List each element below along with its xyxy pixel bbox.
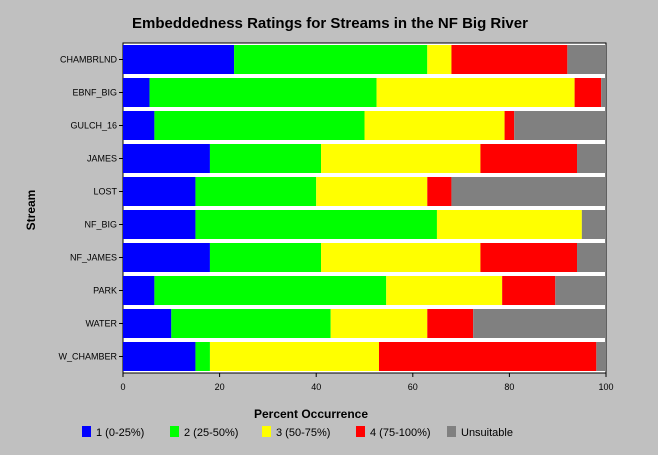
bar-segment-gulch-16-series-5	[514, 111, 606, 140]
chart-title: Embeddedness Ratings for Streams in the …	[132, 15, 528, 32]
legend: 1 (0-25%) 2 (25-50%) 3 (50-75%) 4 (75-100%)…	[82, 426, 513, 439]
x-tick-label: 0	[120, 382, 125, 392]
bar-segment-gulch-16-series-4	[504, 111, 515, 140]
legend-swatch	[356, 426, 365, 437]
x-tick-label: 60	[408, 382, 418, 392]
bar-segment-nf-big-series-2	[195, 210, 437, 239]
bar-segment-lost-series-4	[427, 177, 452, 206]
bar-segment-gulch-16-series-2	[154, 111, 365, 140]
bar-segment-lost-series-5	[451, 177, 606, 206]
bar-segment-water-series-3	[330, 309, 428, 338]
bar-segment-park-series-5	[555, 276, 606, 305]
bar-segment-ebnf-big-series-2	[149, 78, 377, 107]
bar-segment-nf-james-series-1	[123, 243, 210, 272]
category-label: PARK	[93, 286, 117, 296]
bar-segment-nf-james-series-2	[209, 243, 322, 272]
category-label: GULCH_16	[70, 121, 117, 131]
legend-label: 1 (0-25%)	[96, 427, 144, 439]
bar-segment-park-series-2	[154, 276, 387, 305]
bar-segment-james-series-5	[577, 144, 606, 173]
category-label: NF_BIG	[84, 220, 117, 230]
bar-segment-gulch-16-series-1	[123, 111, 155, 140]
x-axis-label: Percent Occurrence	[254, 407, 368, 421]
bar-segment-nf-james-series-5	[577, 243, 606, 272]
legend-swatch	[82, 426, 91, 437]
legend-label: 3 (50-75%)	[276, 427, 330, 439]
bar-segment-lost-series-1	[123, 177, 196, 206]
bar-segment-ebnf-big-series-4	[574, 78, 602, 107]
x-tick-label: 40	[311, 382, 321, 392]
legend-label: 4 (75-100%)	[370, 427, 431, 439]
x-tick-label: 80	[504, 382, 514, 392]
bar-segment-chambrlnd-series-2	[234, 45, 428, 74]
bar-segment-park-series-1	[123, 276, 155, 305]
bar-segment-chambrlnd-series-4	[451, 45, 568, 74]
bar-segment-chambrlnd-series-5	[567, 45, 606, 74]
bar-segment-james-series-1	[123, 144, 210, 173]
bar-segment-ebnf-big-series-1	[123, 78, 150, 107]
category-label: LOST	[93, 187, 117, 197]
category-axis: CHAMBRLND EBNF_BIG GULCH_16 JAMES LOST NF_BIG…	[58, 55, 123, 362]
bar-segment-water-series-4	[427, 309, 474, 338]
bar-segment-ebnf-big-series-3	[376, 78, 575, 107]
bar-segment-james-series-2	[209, 144, 322, 173]
bar-segment-ebnf-big-series-5	[601, 78, 606, 107]
bar-segment-water-series-1	[123, 309, 172, 338]
category-label: EBNF_BIG	[72, 88, 117, 98]
bar-segment-nf-big-series-5	[581, 210, 606, 239]
bar-segment-w-chamber-series-3	[209, 342, 379, 371]
legend-label: Unsuitable	[461, 427, 513, 439]
legend-swatch	[262, 426, 271, 437]
legend-swatch	[447, 426, 456, 437]
category-label: W_CHAMBER	[58, 352, 117, 362]
bar-segment-chambrlnd-series-1	[123, 45, 235, 74]
category-label: NF_JAMES	[70, 253, 117, 263]
bar-segment-lost-series-3	[316, 177, 428, 206]
bar-segment-water-series-5	[473, 309, 606, 338]
bar-segment-lost-series-2	[195, 177, 317, 206]
x-tick-label: 20	[215, 382, 225, 392]
bar-segment-nf-big-series-3	[436, 210, 582, 239]
bar-segment-water-series-2	[171, 309, 331, 338]
bar-segment-park-series-4	[502, 276, 556, 305]
x-axis: 0 20 40 60 80 100	[120, 373, 614, 392]
bar-segment-gulch-16-series-3	[364, 111, 505, 140]
legend-label: 2 (25-50%)	[184, 427, 238, 439]
bar-segment-park-series-3	[386, 276, 503, 305]
bar-segment-w-chamber-series-5	[596, 342, 606, 371]
bar-segment-james-series-3	[321, 144, 481, 173]
legend-swatch	[170, 426, 179, 437]
category-label: WATER	[86, 319, 118, 329]
category-label: JAMES	[87, 154, 117, 164]
bar-segment-chambrlnd-series-3	[427, 45, 452, 74]
bar-segment-nf-big-series-1	[123, 210, 196, 239]
category-label: CHAMBRLND	[60, 55, 118, 65]
bar-segment-w-chamber-series-2	[195, 342, 210, 371]
y-axis-label: Stream	[24, 190, 38, 231]
bar-segment-w-chamber-series-1	[123, 342, 196, 371]
bar-segment-nf-james-series-3	[321, 243, 481, 272]
bar-segment-nf-james-series-4	[480, 243, 578, 272]
bar-segment-w-chamber-series-4	[378, 342, 597, 371]
x-tick-label: 100	[598, 382, 613, 392]
plot-area	[122, 42, 607, 374]
bar-segment-james-series-4	[480, 144, 578, 173]
